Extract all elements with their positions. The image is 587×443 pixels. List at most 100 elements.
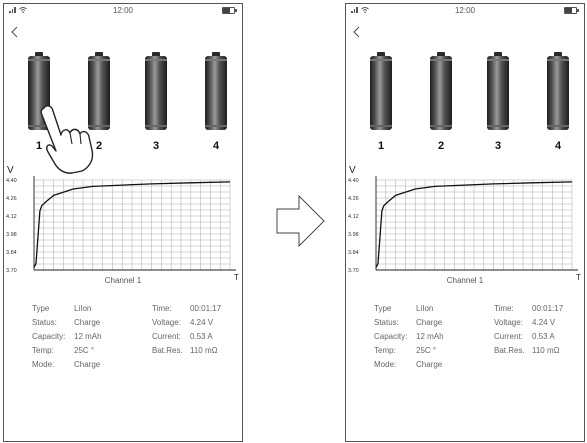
info-row: Time: 00:01:17 xyxy=(494,302,563,316)
info-row: Voltage: 4.24 V xyxy=(494,316,563,330)
info-row: Capacity: 12 mAh xyxy=(32,330,102,344)
info-value: Charge xyxy=(416,360,443,369)
chart-caption: Channel 1 xyxy=(446,276,484,285)
info-row: Type LiIon xyxy=(32,302,102,316)
info-row: Voltage: 4.24 V xyxy=(152,316,221,330)
battery-label-4: 4 xyxy=(554,140,562,152)
info-label: Time: xyxy=(152,304,172,313)
battery-channel-1[interactable] xyxy=(370,52,392,130)
y-tick-label: 3.84 xyxy=(6,250,17,256)
battery-channel-4[interactable] xyxy=(547,52,569,130)
info-row: Current: 0.53 A xyxy=(152,330,221,344)
battery-label-1: 1 xyxy=(377,140,385,152)
battery-channel-2[interactable] xyxy=(430,52,452,130)
y-tick-label: 4.26 xyxy=(348,196,359,202)
signal-icon xyxy=(9,6,16,13)
y-tick-label: 3.70 xyxy=(348,268,359,274)
info-row: Type LiIon xyxy=(374,302,444,316)
info-label: Bat.Res. xyxy=(494,346,525,355)
y-tick-label: 3.98 xyxy=(6,232,17,238)
info-value: LiIon xyxy=(416,304,434,313)
chevron-left-icon[interactable] xyxy=(351,24,363,40)
info-row: Bat.Res. 110 mΩ xyxy=(494,344,563,358)
info-value: 12 mAh xyxy=(74,332,102,341)
battery-channel-3[interactable] xyxy=(145,52,167,130)
voltage-chart: 4.40 4.26 4.12 3.98 3.84 3.70 V T xyxy=(6,165,239,280)
info-row: Mode: Charge xyxy=(32,358,102,372)
info-value: 00:01:17 xyxy=(190,304,222,313)
voltage-chart: 4.40 4.26 4.12 3.98 3.84 3.70 V T xyxy=(348,165,581,280)
info-value: LiIon xyxy=(74,304,92,313)
chevron-left-icon[interactable] xyxy=(9,24,21,40)
y-tick-label: 3.84 xyxy=(348,250,359,256)
info-label: Type xyxy=(374,304,392,313)
y-tick-label: 3.70 xyxy=(6,268,17,274)
battery-label-3: 3 xyxy=(494,140,502,152)
y-tick-label: 4.40 xyxy=(6,178,17,184)
y-tick-label: 4.26 xyxy=(6,196,17,202)
info-row: Time: 00:01:17 xyxy=(152,302,221,316)
status-time: 12:00 xyxy=(112,6,134,15)
y-axis-label: V xyxy=(7,165,14,176)
info-value: 25C ° xyxy=(74,346,95,355)
voltage-series-line xyxy=(375,181,573,268)
chart-grid xyxy=(375,179,573,271)
info-right-column: Time: 00:01:17 Voltage: 4.24 V Current: 0.53 … xyxy=(152,302,221,358)
signal-icon xyxy=(351,6,358,13)
arrow-right-outline-icon xyxy=(276,195,325,247)
info-label: Temp: xyxy=(374,346,396,355)
phone-screen-before: 12:00 1 2 3 4 4.40 4.26 4.12 3.98 3.84 3.70 V T… xyxy=(3,3,243,442)
wifi-icon xyxy=(360,7,369,13)
chart-caption: Channel 1 xyxy=(104,276,142,285)
info-left-column: Type LiIon Status: Charge Capacity: 12 mAh Tem… xyxy=(374,302,444,372)
info-label: Temp: xyxy=(32,346,54,355)
info-label: Voltage: xyxy=(494,318,523,327)
y-axis-label: V xyxy=(349,165,356,176)
info-row: Current: 0.53 A xyxy=(494,330,563,344)
info-value: 0.53 A xyxy=(532,332,555,341)
info-value: 110 mΩ xyxy=(190,346,218,355)
battery-label-2: 2 xyxy=(437,140,445,152)
y-tick-label: 4.12 xyxy=(348,214,359,220)
info-row: Capacity: 12 mAh xyxy=(374,330,444,344)
battery-status-icon xyxy=(564,7,579,14)
info-label: Status: xyxy=(374,318,399,327)
battery-label-4: 4 xyxy=(212,140,220,152)
y-tick-label: 4.12 xyxy=(6,214,17,220)
wifi-icon xyxy=(18,7,27,13)
info-right-column: Time: 00:01:17 Voltage: 4.24 V Current: 0.53 … xyxy=(494,302,563,358)
info-value: 4.24 V xyxy=(532,318,556,327)
chart-grid xyxy=(33,179,231,271)
voltage-series-line xyxy=(33,181,231,268)
info-label: Current: xyxy=(494,332,523,341)
battery-channel-4[interactable] xyxy=(205,52,227,130)
x-axis-label: T xyxy=(576,273,581,280)
info-label: Time: xyxy=(494,304,514,313)
battery-label-1: 1 xyxy=(35,140,43,152)
battery-channel-2[interactable] xyxy=(88,52,110,130)
info-row: Mode: Charge xyxy=(374,358,444,372)
info-value: 00:01:17 xyxy=(532,304,564,313)
battery-label-2: 2 xyxy=(95,140,103,152)
battery-label-3: 3 xyxy=(152,140,160,152)
info-label: Mode: xyxy=(374,360,397,369)
info-label: Voltage: xyxy=(152,318,181,327)
info-left-column: Type LiIon Status: Charge Capacity: 12 mAh Tem… xyxy=(32,302,102,372)
phone-screen-after: 12:00 1 2 3 4 4.40 4.26 4.12 3.98 3.84 3.70 V T… xyxy=(345,3,585,442)
info-label: Mode: xyxy=(32,360,55,369)
info-value: 110 mΩ xyxy=(532,346,560,355)
info-row: Temp: 25C ° xyxy=(32,344,102,358)
info-label: Type xyxy=(32,304,50,313)
info-value: Charge xyxy=(74,360,101,369)
y-tick-label: 4.40 xyxy=(348,178,359,184)
info-row: Status: Charge xyxy=(32,316,102,330)
info-label: Capacity: xyxy=(374,332,408,341)
info-value: Charge xyxy=(74,318,101,327)
info-label: Capacity: xyxy=(32,332,66,341)
status-time: 12:00 xyxy=(454,6,476,15)
info-row: Bat.Res. 110 mΩ xyxy=(152,344,221,358)
battery-channel-3[interactable] xyxy=(487,52,509,130)
y-tick-label: 3.98 xyxy=(348,232,359,238)
info-value: 12 mAh xyxy=(416,332,444,341)
status-bar: 12:00 xyxy=(346,4,584,18)
